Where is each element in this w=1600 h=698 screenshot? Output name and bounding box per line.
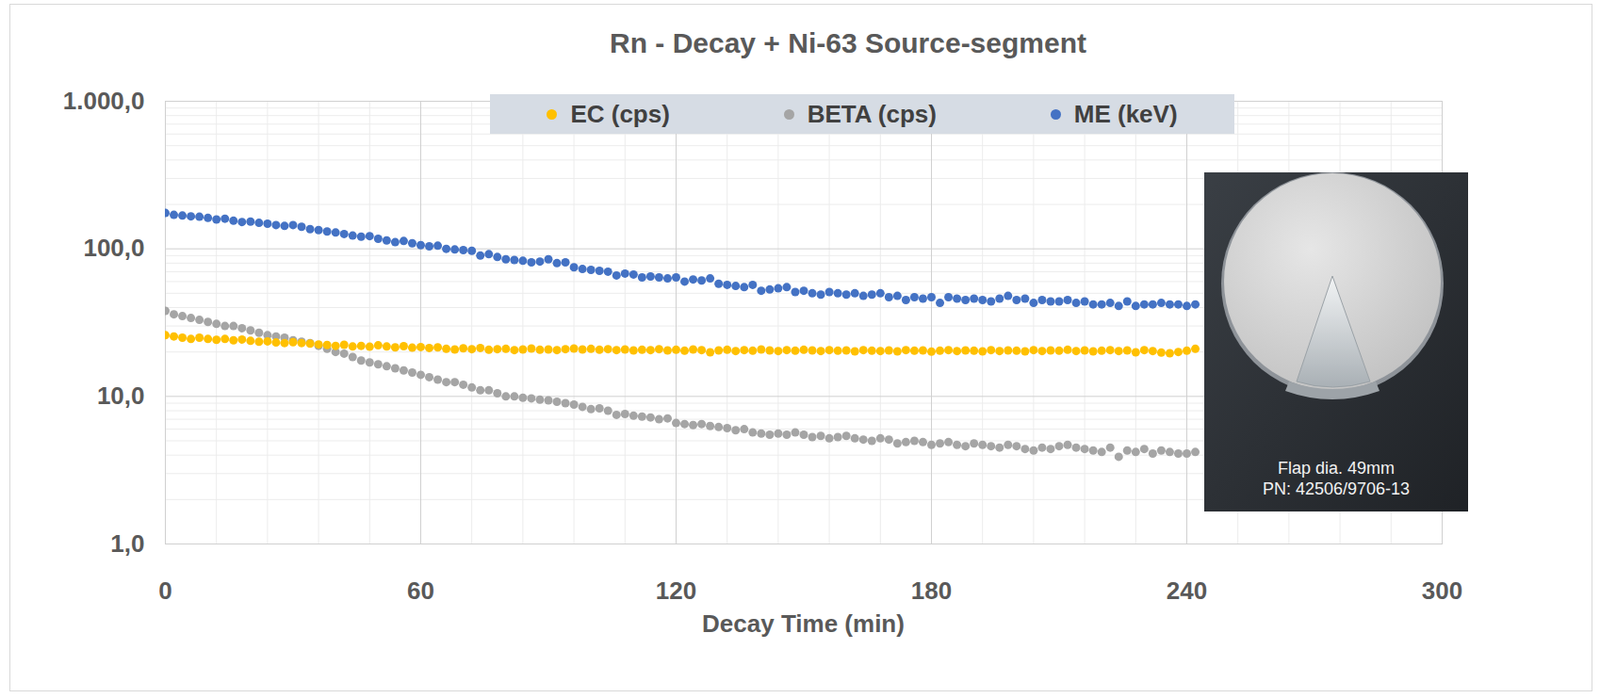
- html-text:Rn - Decay + Ni-63 Source-segm: Rn - Decay + Ni-63 Source-segment: [609, 27, 1087, 59]
- svg-text:10,0: 10,0: [97, 381, 146, 410]
- html-text:Decay Time (min): Decay Time (min): [702, 609, 905, 638]
- svg-text:PN: 42506/9706-13: PN: 42506/9706-13: [1262, 479, 1410, 499]
- svg-text:60: 60: [407, 576, 435, 605]
- svg-text:0: 0: [158, 576, 172, 605]
- html-text:EC (cps): EC (cps): [570, 99, 670, 128]
- svg-text:100,0: 100,0: [82, 233, 145, 262]
- svg-text:120: 120: [655, 576, 697, 605]
- svg-text:Flap dia. 49mm: Flap dia. 49mm: [1277, 458, 1395, 478]
- html-text:ME (keV): ME (keV): [1074, 99, 1178, 128]
- svg-text:180: 180: [911, 576, 952, 605]
- svg-text:300: 300: [1421, 576, 1463, 605]
- svg-text:240: 240: [1166, 576, 1208, 605]
- html-text:BETA (cps): BETA (cps): [807, 99, 937, 128]
- svg-text:1.000,0: 1.000,0: [63, 86, 146, 115]
- svg-text:1,0: 1,0: [110, 529, 145, 558]
